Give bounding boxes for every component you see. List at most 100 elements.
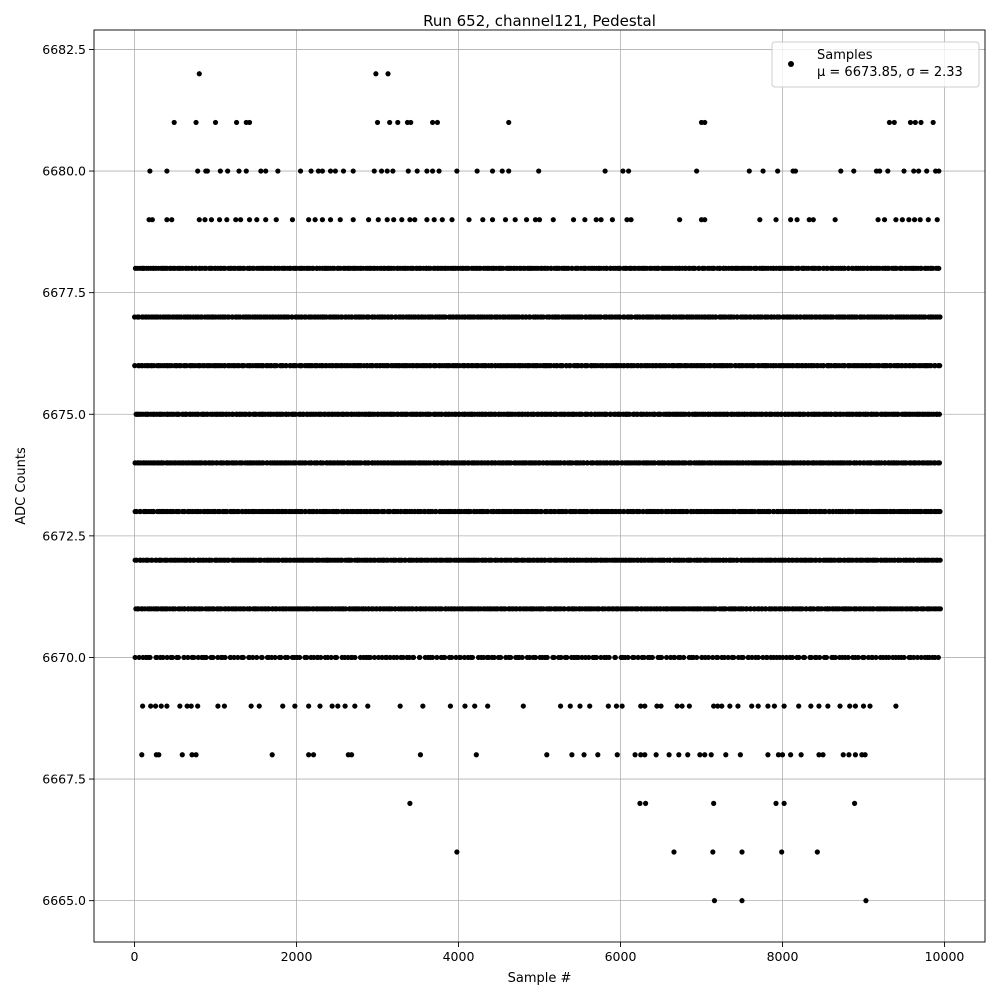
data-point — [737, 752, 743, 758]
data-point — [598, 217, 604, 223]
data-point — [193, 752, 199, 758]
data-point — [666, 752, 672, 758]
data-point — [936, 460, 943, 466]
data-point — [613, 703, 620, 709]
data-point — [431, 217, 437, 223]
data-point — [263, 168, 269, 174]
data-point — [674, 703, 680, 709]
data-point — [352, 654, 358, 661]
data-point — [667, 557, 673, 563]
data-point — [139, 752, 145, 758]
data-point — [631, 654, 637, 661]
data-point — [907, 119, 914, 126]
data-point — [817, 654, 823, 661]
data-point — [677, 217, 683, 223]
data-point — [755, 654, 761, 661]
y-tick-label: 6672.5 — [42, 528, 86, 543]
data-point — [595, 752, 601, 758]
data-point — [224, 217, 230, 223]
y-tick-label: 6665.0 — [42, 893, 86, 908]
data-point — [240, 654, 246, 661]
data-point — [306, 703, 312, 709]
data-point — [489, 217, 496, 223]
legend-stats-label: μ = 6673.85, σ = 2.33 — [817, 65, 963, 80]
data-point — [822, 508, 829, 515]
data-point — [749, 654, 755, 661]
data-point — [893, 217, 899, 223]
chart-title: Run 652, channel121, Pedestal — [423, 12, 656, 30]
data-point — [225, 168, 231, 174]
data-point — [806, 217, 812, 223]
data-point — [776, 314, 783, 320]
data-point — [333, 654, 340, 661]
data-point — [840, 752, 846, 758]
data-point — [414, 168, 420, 174]
data-point — [895, 411, 901, 417]
data-point — [371, 168, 377, 174]
data-point — [820, 752, 826, 758]
data-point — [838, 168, 844, 174]
data-point — [635, 654, 641, 661]
data-point — [619, 703, 625, 709]
data-point — [841, 363, 848, 369]
data-point — [559, 363, 566, 369]
data-point — [184, 703, 190, 709]
data-point — [551, 654, 557, 661]
data-point — [845, 654, 851, 661]
data-point — [924, 168, 930, 174]
data-point — [867, 703, 873, 709]
data-point — [236, 168, 242, 174]
data-point — [851, 800, 858, 806]
data-point — [638, 752, 644, 758]
data-point — [544, 654, 550, 661]
data-point — [727, 703, 733, 709]
data-point — [164, 703, 170, 709]
data-point — [654, 703, 660, 709]
data-point — [719, 703, 725, 709]
data-point — [536, 217, 543, 223]
data-point — [449, 217, 455, 223]
data-point — [746, 168, 752, 174]
data-point — [407, 800, 413, 806]
data-point — [373, 71, 379, 77]
data-point — [164, 217, 170, 223]
data-points — [131, 71, 943, 904]
data-point — [694, 168, 700, 174]
data-point — [925, 217, 931, 223]
data-point — [734, 557, 740, 563]
data-point — [841, 265, 848, 271]
data-point — [289, 217, 296, 223]
data-point — [210, 654, 216, 661]
data-point — [273, 217, 279, 223]
data-point — [204, 168, 210, 174]
data-point — [710, 849, 716, 855]
data-point — [717, 265, 723, 271]
data-point — [434, 654, 440, 661]
data-point — [765, 752, 771, 758]
data-point — [612, 654, 618, 661]
data-point — [641, 654, 647, 661]
data-point — [757, 217, 763, 223]
data-point — [861, 654, 867, 661]
data-point — [860, 703, 867, 709]
data-point — [259, 654, 265, 661]
data-point — [702, 752, 708, 758]
data-point — [221, 703, 228, 709]
data-point — [873, 654, 879, 661]
data-point — [711, 800, 717, 806]
data-point — [930, 119, 936, 126]
data-point — [794, 217, 800, 223]
data-point — [606, 654, 612, 661]
data-point — [160, 654, 166, 661]
data-point — [760, 168, 766, 174]
data-point — [147, 168, 153, 174]
data-point — [454, 168, 460, 174]
data-point — [384, 217, 390, 223]
data-point — [917, 217, 923, 223]
data-point — [417, 654, 423, 661]
data-point — [181, 654, 187, 661]
axes-frame — [93, 29, 986, 943]
y-axis-label: ADC Counts — [14, 447, 29, 525]
data-point — [705, 654, 712, 661]
